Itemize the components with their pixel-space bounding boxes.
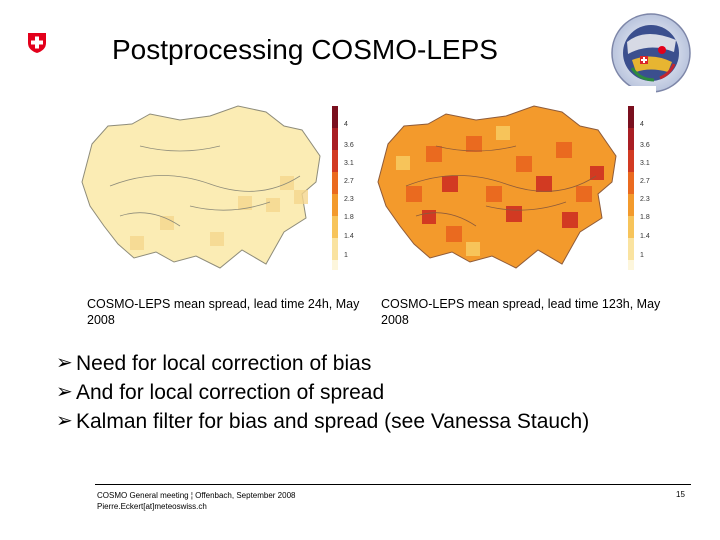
- colorbar-label: 2.3: [344, 196, 354, 203]
- arrow-bullet-icon: ➢: [56, 381, 73, 403]
- bullet-item: ➢ Kalman filter for bias and spread (see…: [56, 407, 589, 436]
- colorbar-label: 1: [344, 252, 348, 259]
- map-caption-123h: COSMO-LEPS mean spread, lead time 123h, …: [381, 297, 661, 327]
- bullet-item: ➢ Need for local correction of bias: [56, 349, 589, 378]
- colorbar-24h: [332, 106, 338, 270]
- bullet-text: Kalman filter for bias and spread (see V…: [76, 410, 590, 433]
- footer-meeting: COSMO General meeting ¦ Offenbach, Septe…: [97, 491, 296, 500]
- colorbar-123h: [628, 106, 634, 270]
- spread-map-24h: [70, 86, 360, 282]
- footer-text: COSMO General meeting ¦ Offenbach, Septe…: [97, 490, 295, 512]
- bullet-list: ➢ Need for local correction of bias ➢ An…: [56, 349, 589, 436]
- footer-divider: [95, 484, 691, 485]
- cosmo-consortium-logo: [611, 13, 691, 93]
- colorbar-label: 2.7: [344, 178, 354, 185]
- colorbar-label: 2.3: [640, 196, 650, 203]
- colorbar-label: 1.4: [344, 233, 354, 240]
- colorbar-label: 4: [640, 121, 644, 128]
- bullet-text: Need for local correction of bias: [76, 352, 372, 375]
- arrow-bullet-icon: ➢: [56, 352, 73, 374]
- swiss-cross-logo: [28, 33, 46, 53]
- bullet-text: And for local correction of spread: [76, 381, 385, 404]
- colorbar-label: 4: [344, 121, 348, 128]
- colorbar-label: 1.8: [640, 214, 650, 221]
- colorbar-label: 1.4: [640, 233, 650, 240]
- colorbar-label: 3.6: [640, 142, 650, 149]
- page-number: 15: [676, 490, 685, 499]
- colorbar-label: 3.6: [344, 142, 354, 149]
- colorbar-label: 1: [640, 252, 644, 259]
- arrow-bullet-icon: ➢: [56, 410, 73, 432]
- bullet-item: ➢ And for local correction of spread: [56, 378, 589, 407]
- slide-title: Postprocessing COSMO-LEPS: [112, 34, 498, 65]
- map-caption-24h: COSMO-LEPS mean spread, lead time 24h, M…: [87, 297, 360, 327]
- colorbar-label: 3.1: [640, 160, 650, 167]
- footer-email: Pierre.Eckert[at]meteoswiss.ch: [97, 502, 207, 511]
- spread-map-123h: [366, 86, 656, 282]
- colorbar-label: 2.7: [640, 178, 650, 185]
- colorbar-label: 1.8: [344, 214, 354, 221]
- colorbar-label: 3.1: [344, 160, 354, 167]
